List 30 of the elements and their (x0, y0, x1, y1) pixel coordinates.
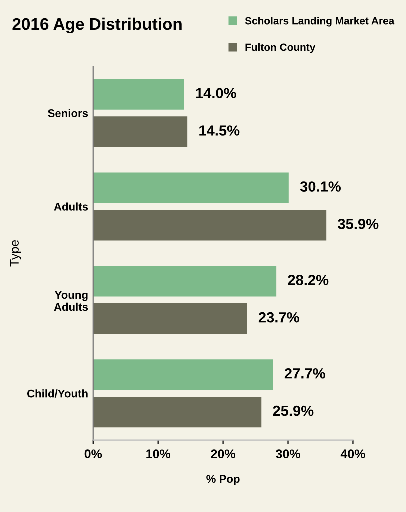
bar (93, 396, 262, 428)
y-tick-label: Seniors (48, 109, 88, 118)
data-label: 14.5% (200, 126, 240, 136)
x-tick-label: 0% (84, 450, 102, 459)
chart-title: 2016 Age Distribution (12, 18, 182, 34)
x-tick-label: 10% (146, 450, 171, 459)
x-axis-title: % Pop (206, 475, 240, 486)
bar (93, 116, 188, 148)
data-label: 14.0% (196, 88, 236, 99)
bar (93, 79, 184, 110)
x-tick-label: 30% (276, 450, 300, 459)
bar (93, 172, 289, 204)
data-label: 27.7% (284, 368, 326, 379)
y-tick-label: Child/Youth (27, 390, 88, 398)
y-tick-label: Young Adults (54, 291, 88, 312)
data-label: 30.1% (300, 182, 341, 192)
bar (93, 360, 274, 390)
bar (93, 266, 277, 297)
bar (93, 210, 327, 241)
x-tick-label: 40% (340, 450, 366, 459)
y-tick-label: Adults (54, 202, 88, 211)
data-label: 35.9% (338, 218, 379, 230)
x-tick-label: 20% (211, 450, 236, 459)
data-label: 23.7% (258, 312, 300, 323)
legend-label: Scholars Landing Market Area (245, 17, 395, 27)
data-label: 25.9% (273, 406, 314, 416)
bar (93, 304, 248, 334)
y-axis-title: Type (10, 240, 22, 267)
data-label: 28.2% (288, 275, 329, 286)
legend-label: Fulton County (246, 43, 316, 54)
